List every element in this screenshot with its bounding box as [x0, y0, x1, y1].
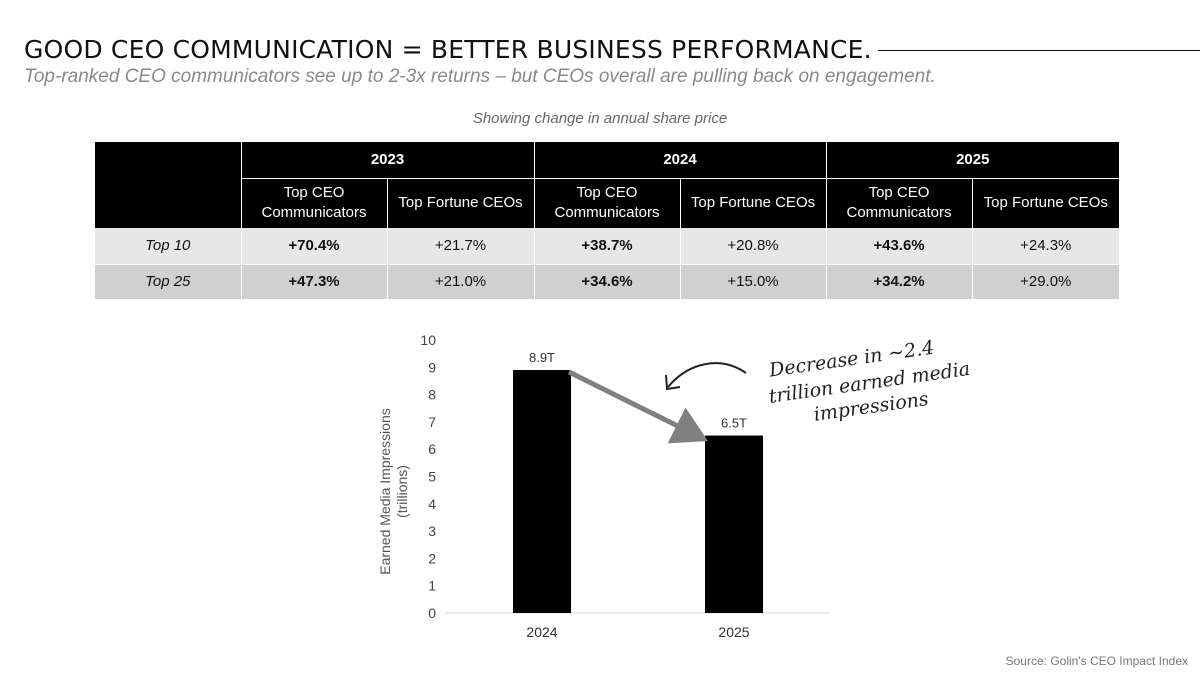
arrowhead-icon	[665, 374, 681, 391]
column-header-row: Top CEO Communicators Top Fortune CEOs T…	[95, 177, 1119, 228]
table-cell: +24.3%	[971, 228, 1119, 264]
page-subtitle: Top-ranked CEO communicators see up to 2…	[24, 66, 936, 87]
table-cell: +34.6%	[533, 263, 680, 299]
decrease-annotation: Decrease in ~2.4trillion earned mediaimp…	[665, 332, 970, 432]
table-row-top-10: Top 10 +70.4% +21.7% +38.7% +20.8% +43.6…	[95, 228, 1119, 264]
year-header-2023: 2023	[240, 142, 534, 178]
table-cell: +43.6%	[825, 228, 972, 264]
bars: 8.9T 2024 6.5T 2025	[513, 350, 763, 640]
page-title: GOOD CEO COMMUNICATION = BETTER BUSINESS…	[24, 34, 872, 64]
year-header-row: 2023 2024 2025	[95, 142, 1119, 228]
x-tick-label: 2024	[526, 624, 557, 640]
column-header: Top CEO Communicators	[825, 177, 972, 228]
data-label: 6.5T	[721, 416, 747, 431]
y-tick-label: 1	[428, 578, 436, 594]
y-tick-label: 2	[428, 550, 436, 566]
y-tick-label: 9	[428, 359, 436, 375]
table-corner	[95, 142, 241, 228]
source-note: Source: Golin's CEO Impact Index	[1005, 654, 1188, 668]
y-tick-label: 3	[428, 523, 436, 539]
table-caption: Showing change in annual share price	[472, 110, 728, 127]
y-tick-label: 5	[428, 469, 436, 485]
y-tick-label: 0	[428, 605, 436, 621]
curved-arrow-icon	[667, 362, 747, 388]
y-tick-label: 6	[428, 441, 436, 457]
column-header: Top CEO Communicators	[533, 177, 680, 228]
column-header: Top Fortune CEOs	[971, 177, 1119, 228]
row-label: Top 10	[95, 228, 241, 264]
column-header: Top Fortune CEOs	[386, 177, 534, 228]
y-tick-label: 7	[428, 414, 436, 430]
column-header: Top CEO Communicators	[240, 177, 387, 228]
row-label: Top 25	[95, 263, 241, 299]
data-label: 8.9T	[529, 350, 555, 365]
bar-2024	[513, 370, 571, 613]
column-header: Top Fortune CEOs	[679, 177, 826, 228]
y-axis-label: Earned Media Impressions(trillions)	[377, 408, 410, 575]
table-cell: +70.4%	[240, 228, 387, 264]
bar-2025	[705, 435, 763, 613]
annotation-text: Decrease in ~2.4trillion earned mediaimp…	[764, 332, 970, 432]
table-cell: +29.0%	[971, 263, 1119, 299]
table-row-top-25: Top 25 +47.3% +21.0% +34.6% +15.0% +34.2…	[95, 263, 1119, 299]
impressions-bar-chart: 0 1 2 3 4 5 6 7 8 9 10 8.9T 2024 6.5T 2025 Earned Med…	[377, 332, 970, 640]
title-rule	[877, 49, 1200, 51]
table-cell: +20.8%	[679, 228, 826, 264]
table-cell: +21.0%	[386, 263, 534, 299]
table-cell: +47.3%	[240, 263, 387, 299]
y-axis: 0 1 2 3 4 5 6 7 8 9 10	[420, 332, 830, 621]
year-header-2024: 2024	[533, 142, 826, 178]
share-price-table: 2023 2024 2025 Top CEO Communicators Top…	[95, 142, 1119, 299]
title-row: GOOD CEO COMMUNICATION = BETTER BUSINESS…	[24, 32, 1200, 66]
table-cell: +34.2%	[825, 263, 972, 299]
table-cell: +38.7%	[533, 228, 680, 264]
table-cell: +21.7%	[386, 228, 534, 264]
table-cell: +15.0%	[679, 263, 826, 299]
y-tick-label: 10	[420, 332, 436, 348]
y-tick-label: 4	[428, 496, 436, 512]
x-tick-label: 2025	[718, 624, 749, 640]
y-tick-label: 8	[428, 387, 436, 403]
trend-arrow	[567, 369, 708, 444]
year-header-2025: 2025	[825, 142, 1119, 178]
